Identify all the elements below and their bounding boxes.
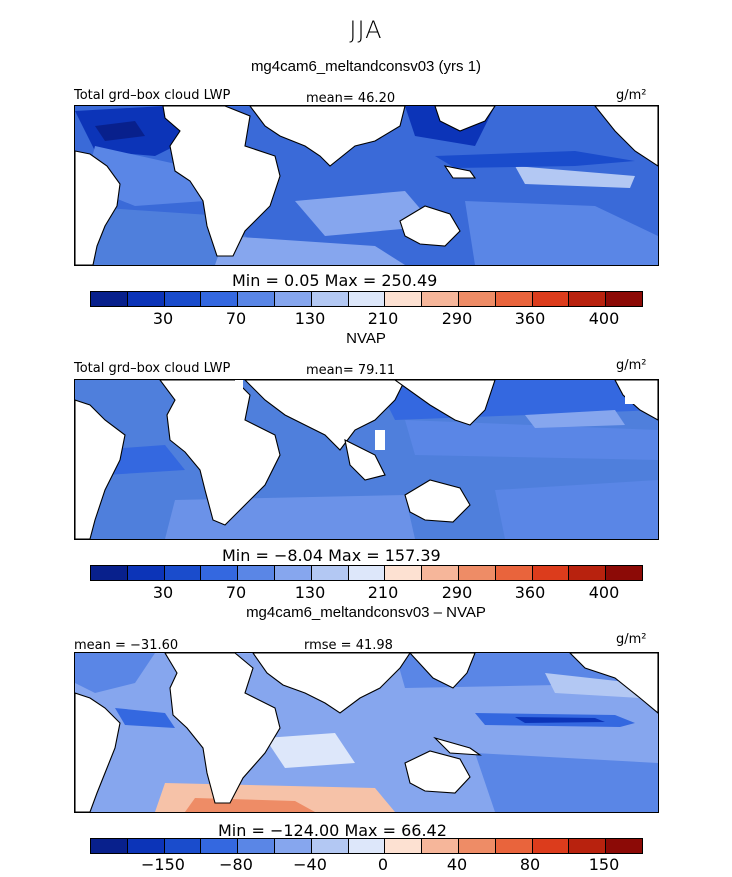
colorbar-swatch	[458, 839, 496, 853]
colorbar-swatch	[606, 292, 642, 306]
colorbar-swatch	[569, 839, 607, 853]
panel-2-min-max: Min = −8.04 Max = 157.39	[222, 546, 441, 565]
panel-2-tick: 360	[514, 583, 546, 602]
panel-2-tick: 130	[294, 583, 326, 602]
panel-1-tick: 360	[514, 309, 546, 328]
colorbar-swatch	[201, 292, 239, 306]
panel-3-tick: 80	[519, 855, 541, 874]
panel-1-continents	[75, 106, 658, 265]
colorbar-swatch	[91, 566, 128, 580]
panel-1-title: mg4cam6_meltandconsv03 (yrs 1)	[250, 58, 482, 75]
colorbar-swatch	[458, 566, 496, 580]
colorbar-swatch	[569, 566, 607, 580]
panel-1-min-max: Min = 0.05 Max = 250.49	[232, 271, 438, 290]
colorbar-swatch	[606, 839, 642, 853]
colorbar-swatch	[91, 292, 128, 306]
colorbar-swatch	[274, 839, 312, 853]
panel-2-variable-label: Total grd–box cloud LWP	[74, 361, 231, 376]
colorbar-swatch	[422, 292, 459, 306]
panel-2-continents	[75, 380, 658, 539]
colorbar-swatch	[164, 839, 202, 853]
panel-3-units: g/m²	[616, 632, 647, 647]
panel-1-tick: 70	[225, 309, 247, 328]
panel-3-mean: mean = −31.60	[74, 638, 179, 653]
colorbar-swatch	[348, 292, 386, 306]
colorbar-swatch	[127, 292, 165, 306]
colorbar-swatch	[238, 839, 275, 853]
colorbar-swatch	[274, 566, 312, 580]
colorbar-swatch	[348, 839, 386, 853]
colorbar-swatch	[495, 839, 533, 853]
colorbar-swatch	[201, 839, 239, 853]
panel-2-tick: 210	[367, 583, 399, 602]
panel-3-map	[74, 652, 659, 813]
panel-2-map	[74, 379, 659, 540]
panel-1-tick: 130	[294, 309, 326, 328]
colorbar-swatch	[385, 292, 423, 306]
panel-2-tick: 400	[588, 583, 620, 602]
panel-2-tick: 290	[441, 583, 473, 602]
colorbar-swatch	[495, 566, 533, 580]
panel-1-variable-label: Total grd–box cloud LWP	[74, 88, 231, 103]
panel-2-tick: 30	[152, 583, 174, 602]
panel-3-rmse: rmse = 41.98	[304, 638, 393, 653]
colorbar-swatch	[311, 839, 349, 853]
panel-1-tick: 290	[441, 309, 473, 328]
colorbar-swatch	[127, 839, 165, 853]
colorbar-swatch	[201, 566, 239, 580]
panel-1-units: g/m²	[616, 88, 647, 103]
colorbar-swatch	[422, 566, 459, 580]
panel-2-tick: 70	[225, 583, 247, 602]
panel-3-min-max: Min = −124.00 Max = 66.42	[218, 821, 447, 840]
colorbar-swatch	[606, 566, 642, 580]
colorbar-swatch	[422, 839, 459, 853]
colorbar-swatch	[385, 839, 423, 853]
panel-2-title: NVAP	[346, 330, 386, 347]
panel-3-tick: 40	[446, 855, 468, 874]
colorbar-swatch	[91, 839, 128, 853]
colorbar-swatch	[164, 566, 202, 580]
colorbar-swatch	[311, 292, 349, 306]
panel-3-continents	[75, 653, 658, 812]
colorbar-swatch	[532, 292, 570, 306]
panel-2-mean: mean= 79.11	[306, 363, 396, 378]
colorbar-swatch	[311, 566, 349, 580]
colorbar-swatch	[127, 566, 165, 580]
colorbar-swatch	[532, 566, 570, 580]
colorbar-swatch	[495, 292, 533, 306]
panel-1-tick: 210	[367, 309, 399, 328]
panel-3-title: mg4cam6_meltandconsv03 – NVAP	[246, 604, 486, 621]
colorbar-swatch	[569, 292, 607, 306]
panel-3-tick: −80	[219, 855, 253, 874]
colorbar-swatch	[238, 566, 275, 580]
panel-1-mean: mean= 46.20	[306, 91, 396, 106]
colorbar-swatch	[532, 839, 570, 853]
colorbar-swatch	[164, 292, 202, 306]
panel-2-colorbar	[90, 565, 643, 581]
panel-3-tick: −40	[293, 855, 327, 874]
panel-3-colorbar	[90, 838, 643, 854]
panel-3-tick: −150	[141, 855, 185, 874]
panel-3-tick: 150	[588, 855, 620, 874]
panel-1-map	[74, 105, 659, 266]
season-title: JJA	[349, 16, 383, 44]
colorbar-swatch	[274, 292, 312, 306]
colorbar-swatch	[348, 566, 386, 580]
panel-1-colorbar	[90, 291, 643, 307]
colorbar-swatch	[238, 292, 275, 306]
panel-1-tick: 400	[588, 309, 620, 328]
colorbar-swatch	[458, 292, 496, 306]
colorbar-swatch	[385, 566, 423, 580]
panel-1-tick: 30	[152, 309, 174, 328]
panel-2-units: g/m²	[616, 358, 647, 373]
panel-3-tick: 0	[377, 855, 389, 874]
